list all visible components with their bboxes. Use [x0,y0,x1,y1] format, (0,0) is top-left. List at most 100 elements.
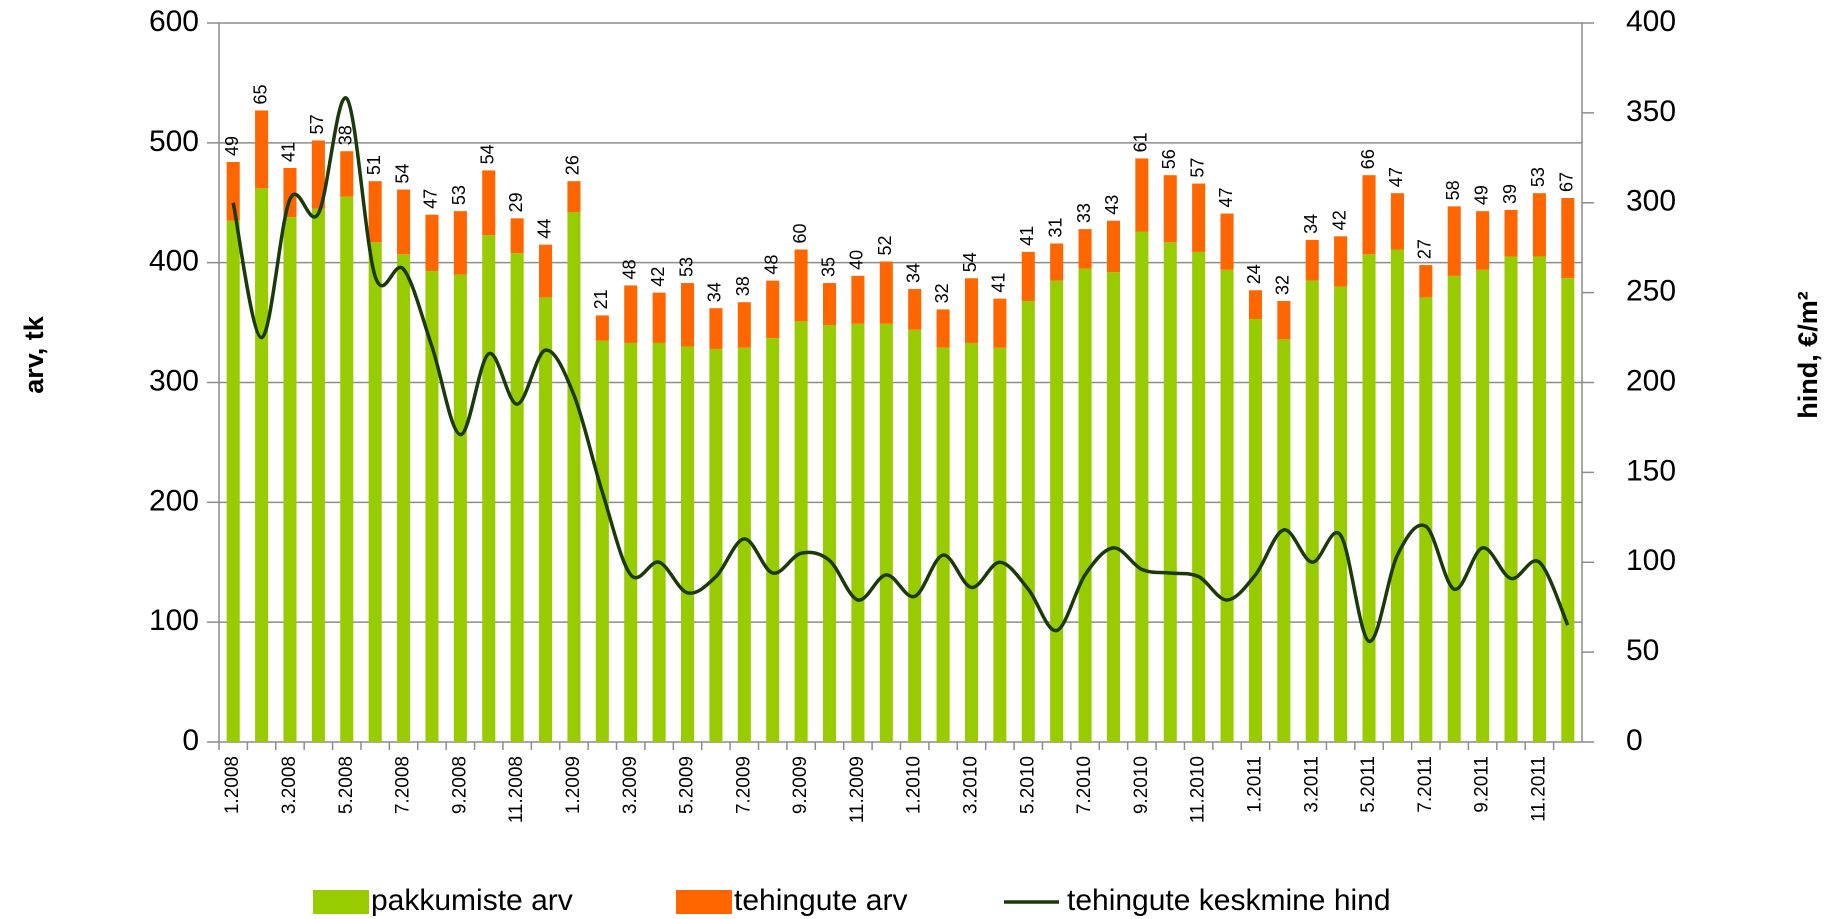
y-tick-label: 400 [149,245,199,278]
y2-tick-label: 350 [1626,95,1676,128]
bar [652,292,666,343]
bar [595,315,609,341]
data-label: 54 [478,144,498,164]
x-tick-label: 1.2011 [1244,756,1265,813]
data-label: 41 [279,142,299,162]
bar [1419,265,1433,298]
bar [1504,209,1518,257]
data-label: 48 [619,259,639,279]
x-tick-label: 9.2009 [790,756,811,814]
bar [681,283,695,347]
bar [1277,301,1291,340]
bar [567,181,581,213]
data-label: 54 [392,164,412,184]
data-label: 57 [307,114,327,134]
bar [425,271,439,742]
bar [1192,251,1206,743]
x-tick-label: 11.2010 [1188,756,1209,823]
bar [1078,229,1092,269]
data-label: 61 [1131,132,1151,152]
data-label: 40 [847,250,867,270]
bar [1419,297,1433,742]
data-label: 31 [1045,217,1065,237]
x-tick-label: 3.2010 [961,756,982,814]
data-label: 26 [563,155,583,175]
y-axis-label: arv, tk [19,315,49,394]
legend-label: tehingute arv [734,884,907,917]
bar [1390,193,1404,250]
bar [311,140,325,209]
bar [368,181,382,243]
data-label: 42 [1329,210,1349,230]
line [231,96,1570,644]
bar [539,244,553,298]
y2-tick-label: 100 [1626,544,1676,577]
y2-tick-label: 200 [1626,364,1676,397]
bar [908,289,922,330]
data-label: 38 [733,276,753,296]
y2-tick-label: 300 [1626,185,1676,218]
y-tick-label: 0 [182,724,199,757]
data-label: 49 [1471,185,1491,205]
bar [1192,183,1206,252]
data-label: 58 [1443,180,1463,200]
data-label: 67 [1557,172,1577,192]
data-label: 41 [1017,226,1037,246]
bar [1476,211,1490,270]
bar [794,321,808,742]
data-label: 33 [1074,203,1094,223]
data-label: 34 [705,282,725,302]
data-label: 27 [1415,239,1435,259]
bar [964,342,979,742]
bar [1106,272,1120,742]
bar [567,212,581,742]
data-label: 57 [1187,158,1207,178]
bar [453,211,467,275]
bar [1163,242,1177,743]
legend-label: pakkumiste arv [371,884,573,917]
bar [851,323,865,742]
data-label: 56 [1159,149,1179,169]
x-tick-label: 7.2008 [393,756,414,814]
bar [737,347,751,742]
bar [226,220,240,743]
legend-swatch [676,890,732,914]
legend-swatch [313,890,369,914]
bar [510,218,524,254]
bar [1220,269,1234,742]
bar [453,274,467,742]
bar [993,298,1007,348]
data-label: 24 [1244,264,1264,284]
data-label: 38 [336,125,356,145]
y-tick-label: 300 [149,364,199,397]
data-label: 66 [1358,149,1378,169]
bar [1334,286,1348,742]
x-tick-label: 9.2011 [1472,756,1493,813]
x-tick-label: 7.2010 [1074,756,1095,814]
data-label: 65 [250,84,270,104]
data-label: 54 [960,252,980,272]
bar [1021,301,1035,742]
bar [851,275,865,324]
data-label: 44 [534,219,554,239]
bar [425,214,439,272]
data-label: 60 [790,223,810,243]
x-tick-label: 5.2011 [1358,756,1379,813]
bar [794,249,808,322]
data-label: 41 [989,273,1009,293]
bar [681,346,695,742]
y2-tick-label: 150 [1626,454,1676,487]
y2-tick-label: 250 [1626,275,1676,308]
bar [283,217,297,742]
data-label: 35 [818,257,838,277]
bar [652,342,666,742]
bar [1447,206,1461,276]
bar [1334,236,1348,287]
y-tick-label: 600 [149,5,199,38]
x-tick-label: 7.2011 [1415,756,1436,813]
bar [255,110,269,189]
bar [709,348,723,742]
bar [311,208,325,742]
data-label: 34 [903,263,923,283]
